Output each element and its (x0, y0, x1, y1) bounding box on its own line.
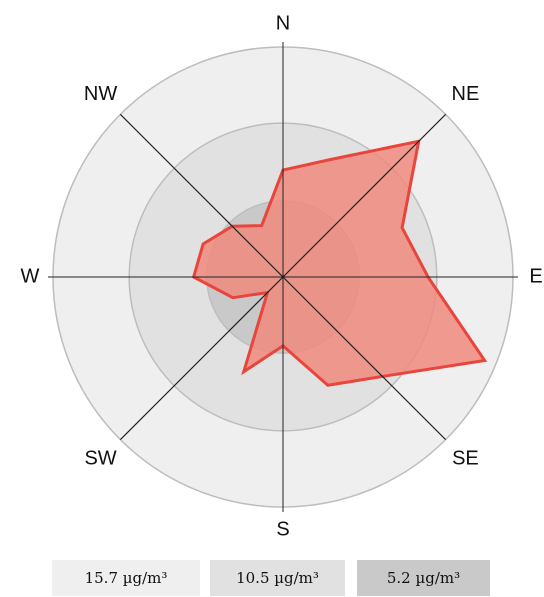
legend-swatch (52, 560, 200, 596)
direction-label: SE (452, 448, 479, 470)
direction-label: W (21, 265, 40, 287)
legend-swatch (357, 560, 490, 596)
direction-label: SW (84, 448, 116, 470)
direction-label: N (276, 12, 290, 34)
legend-swatch (210, 560, 345, 596)
direction-label: S (276, 518, 289, 540)
direction-label: NW (84, 83, 117, 105)
legend-label: 5.2 µg/m³ (387, 569, 460, 587)
legend-label: 10.5 µg/m³ (236, 569, 319, 587)
direction-label: NE (452, 83, 480, 105)
legend-label: 15.7 µg/m³ (85, 569, 168, 587)
direction-label: E (529, 265, 542, 287)
axis-line (120, 114, 446, 440)
